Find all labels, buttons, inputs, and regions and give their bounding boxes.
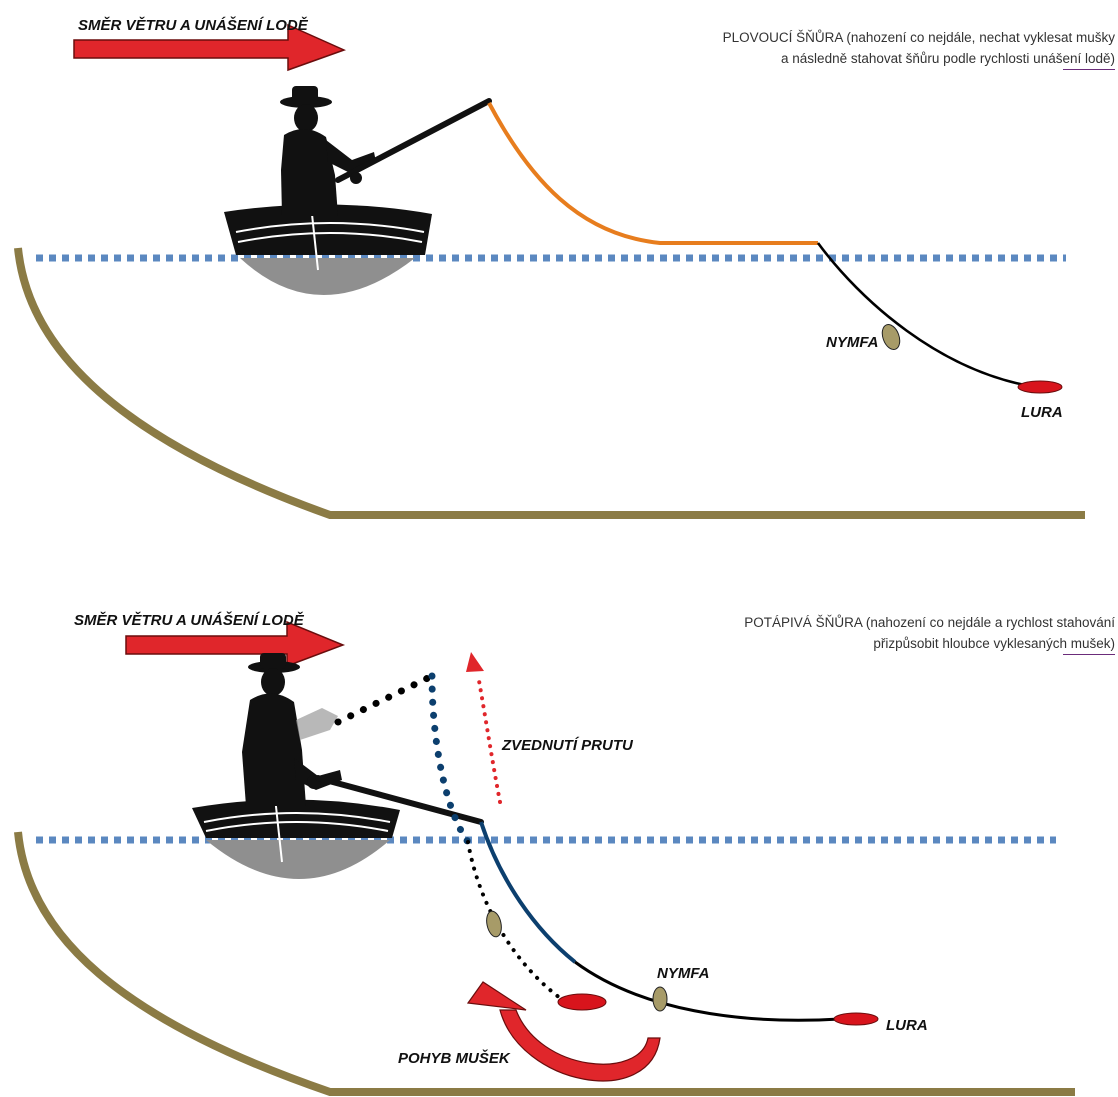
wind-arrow-bottom: [125, 620, 346, 668]
lake-bottom-top: [14, 247, 1085, 519]
lure-fly-top: [1017, 380, 1063, 394]
fly-motion-label: POHYB MUŠEK: [398, 1049, 511, 1067]
nymph-label-bottom: NYMFA: [657, 965, 710, 982]
boat-stripes-bottom: [203, 812, 391, 832]
wind-label-bottom: SMĚR VĚTRU A UNÁŠENÍ LODĚ: [74, 611, 305, 629]
top-note-line2: a následně stahovat šňůru podle rychlost…: [781, 51, 1115, 66]
boat-hull-bottom: [206, 840, 390, 879]
fisherman-bottom: [242, 653, 342, 806]
lure-fly-bottom: [833, 1012, 879, 1026]
rod-raised-dotted: [334, 672, 436, 726]
rod-lift-arrow-shaft: [476, 673, 502, 804]
nymph-label-top: NYMFA: [826, 334, 879, 351]
nymph-fly-raised: [486, 910, 502, 938]
boat-bottom: [192, 799, 400, 838]
wind-arrow-top: [73, 23, 347, 72]
tippet-bottom: [574, 960, 841, 1022]
fly-motion-arrow: [499, 1009, 661, 1082]
rod-lift-arrow-head: [466, 652, 484, 672]
tippet-top: [816, 242, 1037, 389]
fly-motion-arrow-head: [466, 981, 527, 1011]
boat-top: [224, 204, 432, 255]
bottom-panel: SMĚR VĚTRU A UNÁŠENÍ LODĚ ZV: [14, 611, 1075, 1096]
floating-line: [487, 102, 818, 245]
top-note-underline: [1063, 69, 1115, 70]
bottom-line-note: POTÁPIVÁ ŠŇŮRA (nahození co nejdále a ry…: [744, 612, 1115, 655]
bottom-note-underline: [1063, 654, 1115, 655]
wind-label-top: SMĚR VĚTRU A UNÁŠENÍ LODĚ: [78, 16, 309, 34]
sinking-line: [479, 821, 577, 964]
nymph-fly-top: [881, 323, 901, 351]
lure-fly-raised: [557, 993, 607, 1011]
rod-lift-label: ZVEDNUTÍ PRUTU: [501, 737, 634, 754]
tippet-raised-dotted: [466, 840, 562, 1000]
lure-label-bottom: LURA: [886, 1017, 928, 1034]
top-note-line1: PLOVOUCÍ ŠŇŮRA (nahození co nejdále, nec…: [722, 30, 1115, 45]
lure-label-top: LURA: [1021, 404, 1063, 421]
boat-stripes-top: [235, 222, 425, 243]
bottom-note-line1: POTÁPIVÁ ŠŇŮRA (nahození co nejdále a ry…: [744, 615, 1115, 630]
sinking-line-raised-dotted: [428, 672, 472, 846]
top-panel: SMĚR VĚTRU A UNÁŠENÍ LODĚ NYMFA LURA: [14, 16, 1085, 519]
top-line-note: PLOVOUCÍ ŠŇŮRA (nahození co nejdále, nec…: [723, 27, 1115, 70]
nymph-fly-bottom: [652, 986, 668, 1012]
bottom-note-line2: přizpůsobit hloubce vyklesaných mušek): [873, 636, 1115, 651]
raised-arm-ghost: [296, 708, 338, 740]
fisherman-top: [280, 86, 376, 216]
rod-top: [335, 98, 492, 183]
lake-bottom-bottom: [14, 831, 1075, 1096]
boat-hull-top: [240, 258, 415, 295]
